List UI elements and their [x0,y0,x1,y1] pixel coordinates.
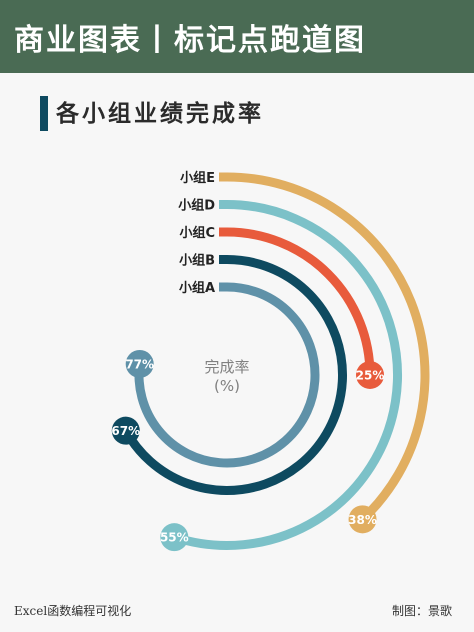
bar-小组C [226,227,375,376]
marker-小组D [160,523,189,552]
category-label-小组E: 小组E [180,170,215,186]
bar-小组D [172,200,402,550]
marker-小组C [356,361,384,389]
marker-小组A [125,349,154,378]
header: 商业图表丨标记点跑道图 [0,0,474,73]
bar-小组A [134,282,320,468]
footer-source: Excel函数编程可视化 [14,604,132,618]
marker-小组E [348,505,377,534]
category-label-小组C: 小组C [179,225,215,241]
footer-author: 制图：景歌 [391,604,452,618]
center-label-line1: 完成率 [204,358,249,376]
value-label-小组B: 67% [111,424,140,438]
chart-subtitle: 各小组业绩完成率 [56,100,264,127]
value-label-小组C: 25% [356,369,385,383]
bar-小组B [121,255,347,495]
marker-小组B [111,416,140,445]
bar-小组E [226,172,430,523]
header-title: 商业图表丨标记点跑道图 [14,22,366,58]
value-label-小组A: 77% [125,357,154,371]
value-label-小组D: 55% [160,531,189,545]
category-label-小组B: 小组B [179,253,215,269]
category-label-小组D: 小组D [178,198,215,214]
value-label-小组E: 38% [348,513,377,527]
subtitle-accent-bar [40,96,48,131]
center-label-line2: (%) [214,377,240,395]
category-label-小组A: 小组A [179,280,215,296]
